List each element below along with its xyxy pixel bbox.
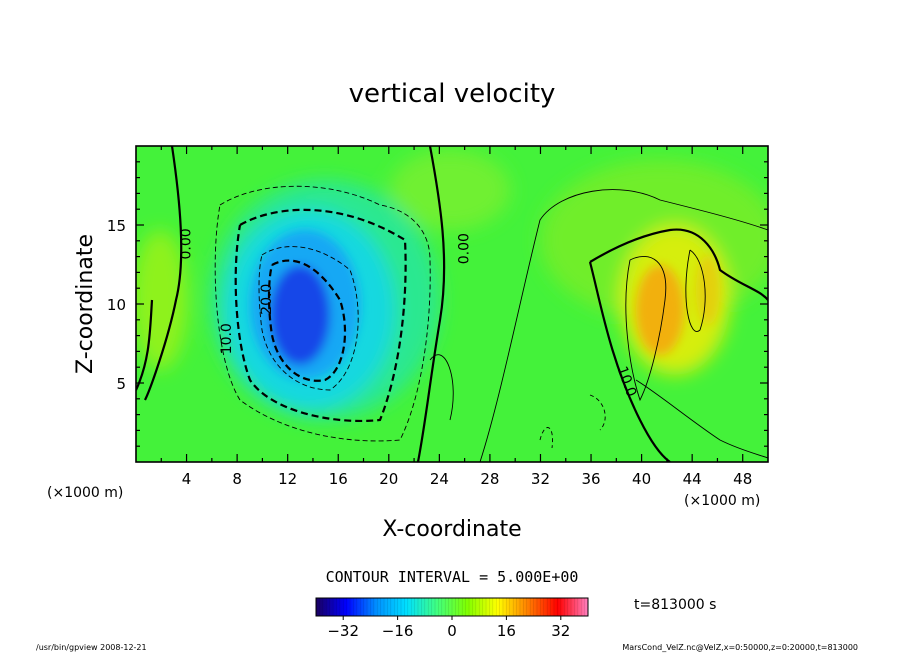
field-region-up-yellow2 [696,255,720,325]
chart-title: vertical velocity [349,79,556,109]
contour-label-2: 10.0 [219,323,235,354]
contour-label-0: 0.00 [178,228,194,259]
y-tick-label-1: 10 [107,296,126,314]
x-tick-label-1: 8 [232,470,242,488]
y-tick-labels: 5 10 15 [107,217,126,393]
colorbar-tick-label-3: 16 [497,622,516,640]
colorbar-tick-label-2: 0 [447,622,457,640]
x-tick-label-10: 44 [683,470,702,488]
colorbar-tick-label-4: 32 [551,622,570,640]
field-region-down-core [270,265,330,365]
y-tick-label-2: 15 [107,217,126,235]
x-axis-unit-left: (×1000 m) [47,485,123,501]
footer-right: MarsCond_VelZ.nc@VelZ,x=0:50000,z=0:2000… [622,643,858,652]
contour-label-1: 0.00 [456,233,472,264]
x-tick-label-7: 32 [531,470,550,488]
colorbar-tick-labels: −32 −16 0 16 32 [327,616,570,640]
axis-ticks [136,146,768,462]
contours-positive [429,189,768,462]
contours-negative [214,185,606,449]
colorbar-tick-label-0: −32 [327,622,359,640]
footer-left: /usr/bin/gpview 2008-12-21 [36,643,147,652]
field-region-up-orange [636,265,684,355]
y-axis-label: Z-coordinate [73,234,98,374]
x-tick-label-5: 24 [430,470,449,488]
x-tick-label-4: 20 [379,470,398,488]
x-tick-label-2: 12 [278,470,297,488]
x-tick-label-8: 36 [581,470,600,488]
x-tick-labels: 4 8 12 16 20 24 28 32 36 40 44 48 [182,470,752,488]
field-region-upper-mid [390,150,510,230]
y-tick-label-0: 5 [116,375,126,393]
contour-interval-label: CONTOUR INTERVAL = 5.000E+00 [326,568,579,586]
x-axis-label: X-coordinate [382,517,521,542]
x-tick-label-6: 28 [480,470,499,488]
colorbar-stripes [319,598,585,616]
time-label: t=813000 s [634,597,716,613]
colorbar-tick-label-1: −16 [382,622,414,640]
x-tick-label-3: 16 [329,470,348,488]
x-axis-unit-right: (×1000 m) [684,493,760,509]
x-tick-label-9: 40 [632,470,651,488]
contour-label-3: 20.0 [259,284,275,315]
contours-zero [136,146,768,462]
x-tick-label-11: 48 [733,470,752,488]
field-core [250,230,720,380]
x-tick-label-0: 4 [182,470,192,488]
